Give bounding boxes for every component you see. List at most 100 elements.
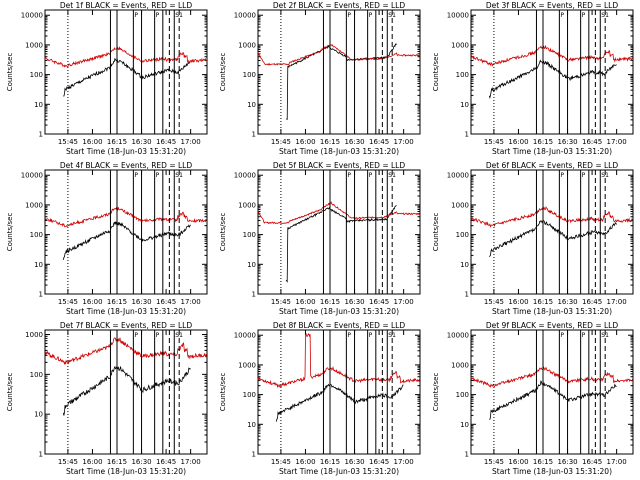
y-tick-label: 1000 [25, 331, 43, 339]
x-axis-label: Start Time (18-Jun-03 15:31:20) [279, 467, 399, 476]
y-axis-label: Counts/sec [219, 373, 227, 412]
x-tick-label: 15:45 [58, 298, 78, 306]
x-tick-label: 17:00 [607, 138, 627, 146]
marker-label: P [369, 12, 373, 19]
chart-title: Det 3f BLACK = Events, RED = LLD [486, 1, 619, 10]
marker-label: S1 [388, 172, 396, 179]
chart-title: Det 5f BLACK = Events, RED = LLD [273, 161, 406, 170]
x-axis-label: Start Time (18-Jun-03 15:31:20) [66, 307, 186, 316]
marker-label: P [134, 332, 138, 339]
plot-frame [44, 9, 208, 135]
marker-label: S1 [175, 172, 183, 179]
x-tick-label: 16:00 [508, 298, 528, 306]
x-tick-label: 16:45 [369, 298, 389, 306]
x-tick-label: 16:45 [369, 458, 389, 466]
y-tick-label: 10000 [234, 172, 256, 180]
x-tick-label: 16:15 [107, 298, 127, 306]
chart-title: Det 4f BLACK = Events, RED = LLD [60, 161, 193, 170]
y-tick-label: 10000 [234, 332, 256, 340]
x-tick-label: 16:15 [320, 458, 340, 466]
marker-label: S1 [388, 332, 396, 339]
marker-label: P [156, 12, 160, 19]
series-line-lld [257, 332, 420, 389]
x-tick-label: 16:30 [131, 458, 151, 466]
y-tick-label: 100 [243, 71, 256, 79]
marker-label: P [369, 172, 373, 179]
y-tick-label: 1 [252, 291, 256, 299]
marker-label: P [582, 172, 586, 179]
y-axis-label: Counts/sec [219, 213, 227, 252]
y-tick-label: 10 [460, 101, 469, 109]
series-line-lld [257, 201, 420, 225]
x-axis-label: Start Time (18-Jun-03 15:31:20) [66, 147, 186, 156]
y-tick-label: 10 [460, 421, 469, 429]
y-tick-label: 10000 [234, 12, 256, 20]
y-tick-label: 10 [247, 261, 256, 269]
plot-frame [44, 329, 208, 455]
plot-frame [470, 169, 634, 295]
x-tick-label: 17:00 [394, 298, 414, 306]
x-tick-label: 15:45 [484, 138, 504, 146]
y-tick-label: 1000 [238, 361, 256, 369]
y-tick-label: 1 [39, 131, 43, 139]
y-tick-label: 10 [34, 261, 43, 269]
y-tick-label: 1000 [238, 201, 256, 209]
x-tick-label: 16:15 [533, 458, 553, 466]
marker-label: S1 [175, 332, 183, 339]
y-tick-label: 100 [243, 391, 256, 399]
detector-panel-6: Det 6f BLACK = Events, RED = LLD 1 10 100 10… [432, 161, 634, 316]
y-tick-label: 10 [34, 411, 43, 419]
marker-label: P [582, 12, 586, 19]
plot-frame [470, 9, 634, 135]
x-axis-label: Start Time (18-Jun-03 15:31:20) [492, 467, 612, 476]
x-tick-label: 16:30 [131, 298, 151, 306]
x-tick-label: 17:00 [181, 138, 201, 146]
marker-label: P [347, 332, 351, 339]
y-tick-label: 100 [30, 71, 43, 79]
chart-title: Det 8f BLACK = Events, RED = LLD [273, 321, 406, 330]
series-line-lld [470, 366, 633, 388]
detector-panel-4: Det 4f BLACK = Events, RED = LLD 1 10 100 10… [6, 161, 208, 316]
x-tick-label: 17:00 [394, 458, 414, 466]
x-tick-label: 15:45 [484, 298, 504, 306]
detector-panel-9: Det 9f BLACK = Events, RED = LLD 1 10 100 10… [432, 321, 634, 476]
series-line-events [285, 205, 397, 283]
x-tick-label: 16:30 [557, 298, 577, 306]
x-tick-label: 15:45 [271, 138, 291, 146]
chart-title: Det 2f BLACK = Events, RED = LLD [273, 1, 406, 10]
plot-frame [44, 169, 208, 295]
y-tick-label: 100 [456, 391, 469, 399]
marker-label: P [347, 12, 351, 19]
marker-label: S1 [175, 12, 183, 19]
y-tick-label: 1000 [25, 201, 43, 209]
y-tick-label: 1 [465, 451, 469, 459]
x-tick-label: 17:00 [181, 298, 201, 306]
x-tick-label: 16:15 [320, 298, 340, 306]
x-tick-label: 16:00 [295, 458, 315, 466]
detector-panel-2: Det 2f BLACK = Events, RED = LLD 1 10 100 10… [219, 1, 421, 156]
y-tick-label: 10000 [21, 12, 43, 20]
marker-label: P [134, 172, 138, 179]
x-tick-label: 16:00 [508, 458, 528, 466]
y-axis-label: Counts/sec [6, 213, 14, 252]
plot-frame [470, 329, 634, 455]
series-line-lld [470, 45, 633, 67]
y-axis-label: Counts/sec [432, 373, 440, 412]
x-axis-label: Start Time (18-Jun-03 15:31:20) [492, 147, 612, 156]
y-tick-label: 10 [460, 261, 469, 269]
marker-label: P [134, 12, 138, 19]
x-axis-label: Start Time (18-Jun-03 15:31:20) [66, 467, 186, 476]
marker-label: S1 [601, 12, 609, 19]
x-tick-label: 16:45 [156, 458, 176, 466]
chart-title: Det 1f BLACK = Events, RED = LLD [60, 1, 193, 10]
detector-panel-1: Det 1f BLACK = Events, RED = LLD 1 10 100 10… [6, 1, 208, 156]
y-tick-label: 1000 [25, 41, 43, 49]
x-tick-label: 16:15 [533, 138, 553, 146]
x-tick-label: 17:00 [607, 458, 627, 466]
x-tick-label: 16:30 [557, 138, 577, 146]
marker-label: P [369, 332, 373, 339]
x-tick-label: 15:45 [58, 458, 78, 466]
y-tick-label: 10000 [447, 172, 469, 180]
x-tick-label: 16:00 [82, 458, 102, 466]
